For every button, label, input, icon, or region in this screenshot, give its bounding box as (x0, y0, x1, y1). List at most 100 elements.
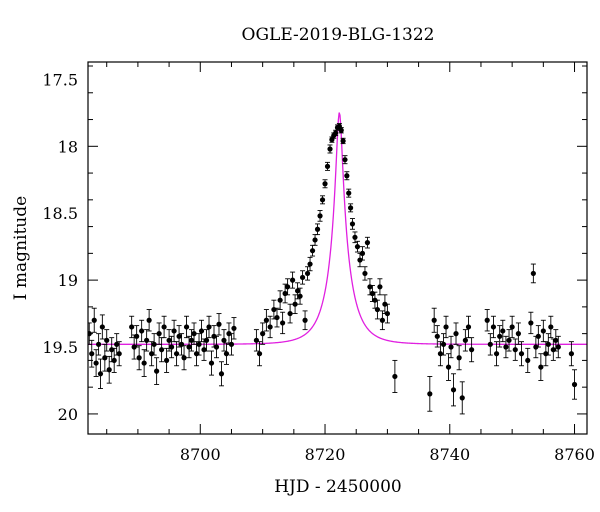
data-point (319, 195, 326, 205)
data-point (540, 319, 546, 343)
data-point (518, 341, 525, 367)
data-point (176, 325, 182, 348)
data-point (93, 349, 99, 377)
data-point (208, 350, 215, 376)
data-point (304, 266, 311, 281)
data-point (289, 271, 296, 289)
data-point (448, 335, 454, 359)
data-point (456, 345, 462, 371)
data-point (392, 359, 398, 393)
plot-frame (87, 61, 588, 435)
data-point (503, 335, 509, 359)
data-point (307, 256, 313, 272)
data-point (490, 315, 497, 339)
data-point (364, 236, 371, 249)
data-point (114, 333, 120, 356)
data-point (134, 325, 140, 348)
data-point (159, 337, 165, 363)
data-point (312, 234, 318, 246)
data-point (535, 325, 541, 348)
data-point (139, 319, 145, 343)
data-point (144, 329, 150, 352)
data-point (431, 307, 437, 333)
y-tick-label: 18 (58, 137, 78, 156)
data-point (309, 244, 316, 257)
data-point (340, 137, 346, 145)
data-point (548, 315, 554, 339)
data-point (277, 290, 283, 311)
data-point (512, 338, 518, 361)
data-point (459, 381, 465, 415)
model-curve (88, 112, 587, 345)
data-point (377, 278, 383, 296)
data-point (538, 353, 544, 381)
data-point (528, 311, 534, 335)
data-point (299, 270, 306, 285)
data-point (198, 319, 205, 343)
data-point (344, 171, 350, 181)
data-point (156, 322, 162, 345)
data-point (443, 315, 449, 339)
data-point (515, 322, 521, 345)
data-point (203, 329, 210, 352)
data-point (525, 347, 531, 373)
data-point (484, 309, 490, 332)
data-point (317, 210, 323, 222)
y-tick-label: 20 (58, 405, 78, 424)
data-point (163, 347, 170, 373)
plot-area (88, 112, 587, 415)
data-point (374, 299, 381, 320)
data-point (324, 161, 331, 171)
y-axis-label: I magnitude (11, 196, 31, 300)
data-point (151, 333, 157, 356)
data-point (338, 127, 344, 134)
data-point (287, 303, 293, 324)
data-point (231, 317, 237, 340)
data-point (191, 322, 197, 345)
data-point (497, 325, 503, 348)
data-point (555, 335, 561, 359)
x-tick-label: 8760 (554, 445, 595, 464)
data-point (568, 341, 575, 367)
data-point (99, 314, 105, 340)
data-point (280, 311, 286, 335)
data-point (136, 345, 142, 371)
y-tick-label: 19.5 (42, 338, 78, 357)
data-point (384, 303, 390, 324)
data-point (178, 333, 185, 356)
data-point (450, 373, 457, 407)
data-point (141, 349, 147, 377)
data-point (111, 347, 117, 373)
data-point (129, 315, 135, 339)
data-point (359, 246, 366, 261)
data-point (104, 329, 110, 352)
data-point (342, 155, 348, 165)
axis-tick-labels: 8700 8720 8740 8760 17.5 18 18.5 19 19.5 20 (42, 70, 595, 464)
data-point (218, 361, 225, 387)
data-point (327, 144, 333, 154)
data-point (506, 329, 512, 352)
data-point (216, 313, 222, 336)
data-point (181, 345, 187, 371)
data-point (530, 263, 536, 284)
data-point (509, 315, 515, 339)
y-tick-label: 19 (58, 271, 78, 290)
data-point (173, 341, 180, 367)
data-point (487, 333, 493, 356)
data-point (253, 329, 260, 352)
data-point (493, 341, 500, 367)
x-tick-label: 8720 (305, 445, 346, 464)
x-tick-label: 8700 (180, 445, 221, 464)
data-point (97, 358, 104, 389)
data-point (213, 335, 220, 359)
axis-ticks (88, 62, 587, 434)
data-point (427, 376, 433, 412)
data-point (91, 307, 97, 333)
x-tick-label: 8740 (429, 445, 470, 464)
data-point (297, 287, 303, 305)
data-point (89, 339, 95, 368)
chart-title: OGLE-2019-BLG-1322 (242, 25, 435, 45)
data-point (369, 285, 376, 302)
data-point (267, 315, 273, 339)
data-point (465, 315, 472, 339)
